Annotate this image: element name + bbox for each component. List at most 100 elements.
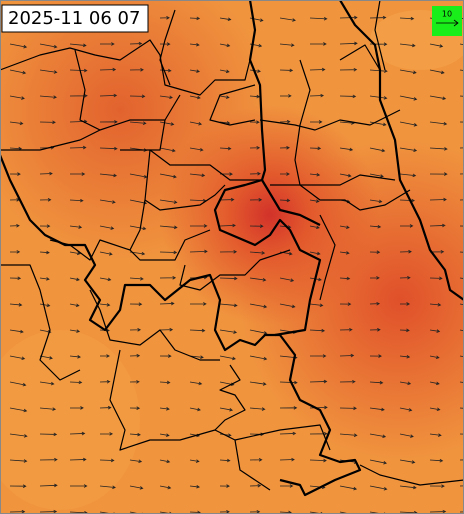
wind-arrow [69,355,81,359]
wind-arrow [99,277,112,282]
wind-arrow [189,407,201,412]
wind-arrow [9,509,26,514]
wind-arrow [399,224,414,228]
wind-arrow [9,276,22,281]
wind-arrow [399,459,416,464]
wind-arrow [459,277,464,279]
wind-arrow [429,69,445,75]
wind-arrow [399,95,418,101]
wind-arrow [459,69,464,71]
wind-arrow [189,249,208,254]
wind-arrow [9,459,28,463]
wind-arrow [39,43,58,49]
wind-arrow [9,484,27,488]
wind-arrow [99,225,115,230]
wind-arrow [219,146,232,151]
wind-arrow [9,329,24,334]
wind-arrow [99,354,110,358]
wind-arrow [279,406,298,410]
wind-arrow [219,329,238,334]
wind-arrow [459,329,464,332]
wind-arrow [159,407,170,411]
wind-arrow [189,16,201,21]
wind-arrow [399,407,413,412]
wind-arrow [429,172,448,176]
wind-arrow [39,407,57,411]
wind-arrow [9,121,24,126]
wind-arrow [219,43,231,48]
wind-arrow [159,42,171,46]
wind-arrow [279,380,298,385]
wind-arrow [279,17,296,22]
wind-arrow [99,485,116,490]
wind-arrow [249,146,261,150]
wind-arrow [159,16,170,20]
wind-arrow [249,303,268,309]
wind-arrow [159,327,174,332]
wind-arrow [369,147,386,153]
wind-arrow [369,95,388,100]
wind-arrow [99,146,118,151]
wind-arrow [339,147,354,152]
wind-arrow [459,95,464,97]
wind-arrow [69,43,87,48]
wind-arrow [129,485,144,490]
wind-arrow [219,17,232,22]
wind-arrow [429,43,444,48]
wind-arrow [429,197,447,202]
wind-arrow [9,355,26,361]
wind-arrow [9,381,27,387]
wind-arrow [459,485,464,487]
wind-arrow [129,94,146,99]
wind-arrow [9,223,20,228]
wind-arrow [309,328,326,333]
wind-arrow [189,381,203,386]
wind-arrow [429,433,442,437]
borders [0,0,464,497]
wind-arrow [249,355,268,361]
wind-arrow [399,302,411,306]
wind-arrow [339,67,358,72]
wind-arrow [429,381,440,386]
wind-arrow [429,302,442,307]
wind-arrow [429,458,444,463]
wind-arrow [39,381,55,386]
wind-arrow [399,16,415,21]
wind-arrow [309,225,320,230]
wind-arrow [159,433,170,437]
wind-arrow [9,95,25,100]
wind-arrow [99,303,111,307]
timestamp-box [1,4,149,33]
wind-arrow [309,199,320,203]
wind-arrow [99,379,111,384]
wind-arrow [459,173,464,175]
wind-arrow [159,95,173,100]
wind-arrow [399,433,414,438]
wind-arrow [249,120,260,124]
wind-arrow [39,457,58,462]
wind-arrow [99,458,115,463]
wind-arrow [279,145,290,150]
wind-arrow [129,406,141,410]
wind-arrow [159,485,172,490]
wind-arrow [219,355,236,361]
wind-arrow [39,355,53,360]
wind-arrow [39,120,56,125]
wind-arrow [249,224,264,228]
wind-arrow [219,303,238,308]
wind-arrow [339,94,357,99]
wind-arrow [369,250,381,254]
wind-arrow [69,457,87,462]
wind-arrow [69,251,81,256]
wind-arrow [129,67,144,72]
wind-arrow [99,67,117,72]
wind-arrow [159,354,172,358]
wind-arrow [129,41,143,46]
wind-arrow [369,173,384,178]
wind-arrow [69,172,86,176]
wind-arrow [369,485,388,491]
wind-arrow [249,381,267,386]
legend-box [432,6,462,36]
wind-arrow [249,171,261,176]
wind-arrow [339,485,358,491]
